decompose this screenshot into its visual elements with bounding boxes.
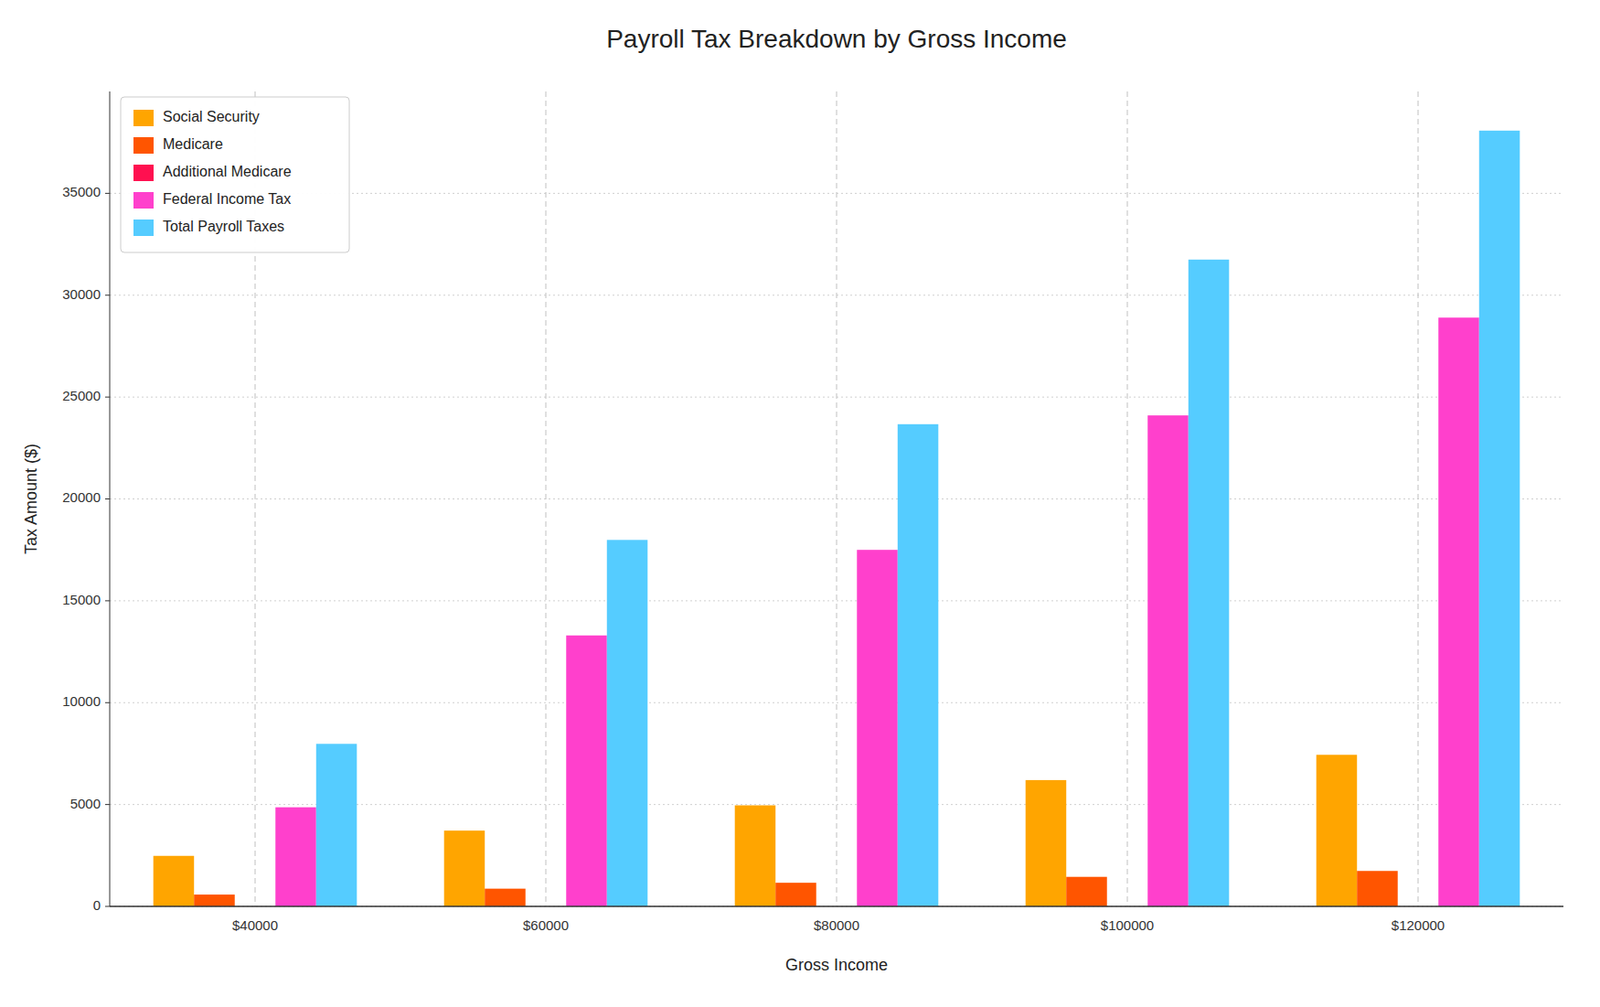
bar <box>607 539 649 907</box>
x-axis-line <box>109 905 1564 907</box>
y-tick-label: 15000 <box>62 591 101 608</box>
legend-label: Social Security <box>162 108 260 125</box>
grid-line-v <box>545 91 547 907</box>
chart: 0 5000 10000 15000 20000 25000 30000 35000 $4000… <box>0 0 1600 1007</box>
grid-line-v <box>836 91 838 907</box>
y-tick <box>105 702 110 704</box>
bars <box>153 130 1521 907</box>
legend-swatch <box>133 109 154 127</box>
bar <box>565 635 608 907</box>
x-tick-label: $80000 <box>813 917 860 933</box>
bar <box>444 830 486 907</box>
legend: Social Security Medicare Additional Medica… <box>120 96 350 253</box>
legend-swatch <box>133 192 154 209</box>
y-tick <box>105 599 110 601</box>
x-tick-label: $40000 <box>232 917 278 933</box>
legend-box <box>120 96 350 253</box>
y-tick-label: 30000 <box>62 286 101 302</box>
y-tick-label: 25000 <box>62 387 101 404</box>
bar <box>1147 415 1189 907</box>
y-tick <box>105 294 110 296</box>
bar <box>484 888 526 907</box>
x-tick-label: $60000 <box>522 917 569 933</box>
legend-swatch <box>133 137 154 154</box>
legend-label: Federal Income Tax <box>162 191 291 207</box>
y-tick-label: 20000 <box>62 489 101 505</box>
legend-label: Total Payroll Taxes <box>162 218 285 235</box>
x-axis-label: Gross Income <box>785 955 888 974</box>
y-tick <box>105 192 110 194</box>
legend-swatch <box>133 164 154 182</box>
legend-swatch <box>133 219 154 236</box>
legend-label: Medicare <box>162 136 224 152</box>
legend-label: Additional Medicare <box>162 163 292 180</box>
y-tick <box>105 803 110 805</box>
bar <box>856 549 898 907</box>
bar <box>153 855 195 907</box>
bar <box>1356 870 1398 907</box>
y-axis-label: Tax Amount ($) <box>21 443 41 555</box>
x-tick-label: $120000 <box>1391 917 1445 933</box>
grid-line-h <box>109 599 1564 601</box>
bar <box>1316 754 1358 907</box>
y-tick <box>105 396 110 398</box>
bar <box>1438 317 1480 907</box>
bar <box>1025 779 1067 907</box>
bar <box>897 424 939 907</box>
y-tick <box>105 906 110 907</box>
bar <box>1188 259 1230 907</box>
bar <box>193 894 235 907</box>
y-tick-label: 0 <box>93 896 101 913</box>
grid-line-v <box>1418 91 1419 907</box>
grid <box>109 91 1564 907</box>
y-tick-label: 35000 <box>62 183 101 200</box>
axes: 0 5000 10000 15000 20000 25000 30000 35000 $4000… <box>62 91 1564 933</box>
bar <box>316 743 358 907</box>
grid-line-h <box>109 906 1564 907</box>
y-tick <box>105 498 110 500</box>
chart-container: 0 5000 10000 15000 20000 25000 30000 35000 $4000… <box>0 0 1600 1007</box>
grid-line-v <box>1127 91 1129 907</box>
y-tick-label: 5000 <box>70 795 101 811</box>
bar <box>1066 876 1108 907</box>
bar <box>775 882 817 907</box>
bar <box>275 807 317 907</box>
y-tick-label: 10000 <box>62 693 101 709</box>
bar <box>1479 130 1521 907</box>
grid-line-h <box>109 702 1564 704</box>
title: Payroll Tax Breakdown by Gross Income <box>606 24 1067 54</box>
x-tick-label: $100000 <box>1100 917 1154 933</box>
bar <box>735 805 777 907</box>
